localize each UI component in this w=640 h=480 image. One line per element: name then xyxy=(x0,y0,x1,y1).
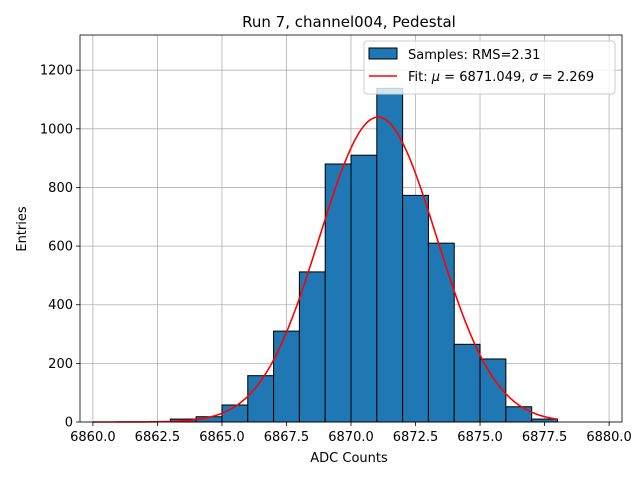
x-axis-label: ADC Counts xyxy=(310,451,388,466)
histogram-bar xyxy=(376,87,404,423)
histogram-bars xyxy=(169,87,558,423)
x-axis-ticks: 6860.0 6862.5 6865.0 6867.5 6870.0 6872.5 6875… xyxy=(70,422,632,445)
histogram-bar xyxy=(427,242,455,423)
histogram-bar xyxy=(479,358,507,423)
histogram-bar xyxy=(298,271,326,423)
y-tick-label: 1000 xyxy=(40,122,73,137)
y-tick-label: 0 xyxy=(65,416,73,431)
histogram-bar xyxy=(273,330,300,423)
fit-curve xyxy=(92,116,558,423)
x-tick-label: 6867.5 xyxy=(264,430,310,445)
x-tick-label: 6870.0 xyxy=(328,430,374,445)
x-tick-label: 6872.5 xyxy=(393,430,439,445)
y-tick-label: 400 xyxy=(48,298,73,313)
legend-histogram-label: Samples: RMS=2.31 xyxy=(408,48,540,63)
legend-box xyxy=(363,40,616,95)
legend-histogram-swatch xyxy=(368,47,398,60)
x-tick-label: 6875.0 xyxy=(457,430,503,445)
x-tick-label: 6865.0 xyxy=(199,430,245,445)
histogram-bar xyxy=(324,163,352,423)
legend: Samples: RMS=2.31 Fit: μ = 6871.049, σ =… xyxy=(363,40,616,95)
histogram-bar xyxy=(247,375,275,423)
legend-fit-sigma-value: = 2.269 xyxy=(538,70,594,85)
y-tick-label: 600 xyxy=(48,240,73,255)
legend-fit-mu-value: = 6871.049, xyxy=(440,70,529,85)
histogram-bar xyxy=(453,343,481,423)
y-tick-label: 800 xyxy=(48,181,73,196)
y-tick-label: 1200 xyxy=(40,64,73,79)
y-tick-label: 200 xyxy=(48,357,73,372)
histogram-bar xyxy=(402,194,429,423)
x-tick-label: 6860.0 xyxy=(70,430,116,445)
legend-fit-mu-symbol: μ xyxy=(431,70,440,85)
y-axis-ticks: 0 200 400 600 800 1000 1200 xyxy=(40,64,80,431)
legend-fit-prefix: Fit: xyxy=(408,70,432,85)
x-tick-label: 6877.5 xyxy=(522,430,568,445)
y-axis-label: Entries xyxy=(15,206,30,252)
legend-fit-label: Fit: μ = 6871.049, σ = 2.269 xyxy=(408,70,594,85)
histogram-bar xyxy=(350,154,378,423)
legend-fit-sigma-symbol: σ xyxy=(530,70,539,85)
chart-title: Run 7, channel004, Pedestal xyxy=(242,13,456,31)
fit-curve-group xyxy=(92,116,558,423)
x-tick-label: 6880.0 xyxy=(586,430,632,445)
histogram-bar xyxy=(531,418,558,423)
histogram-bar xyxy=(505,406,533,423)
x-tick-label: 6862.5 xyxy=(135,430,181,445)
